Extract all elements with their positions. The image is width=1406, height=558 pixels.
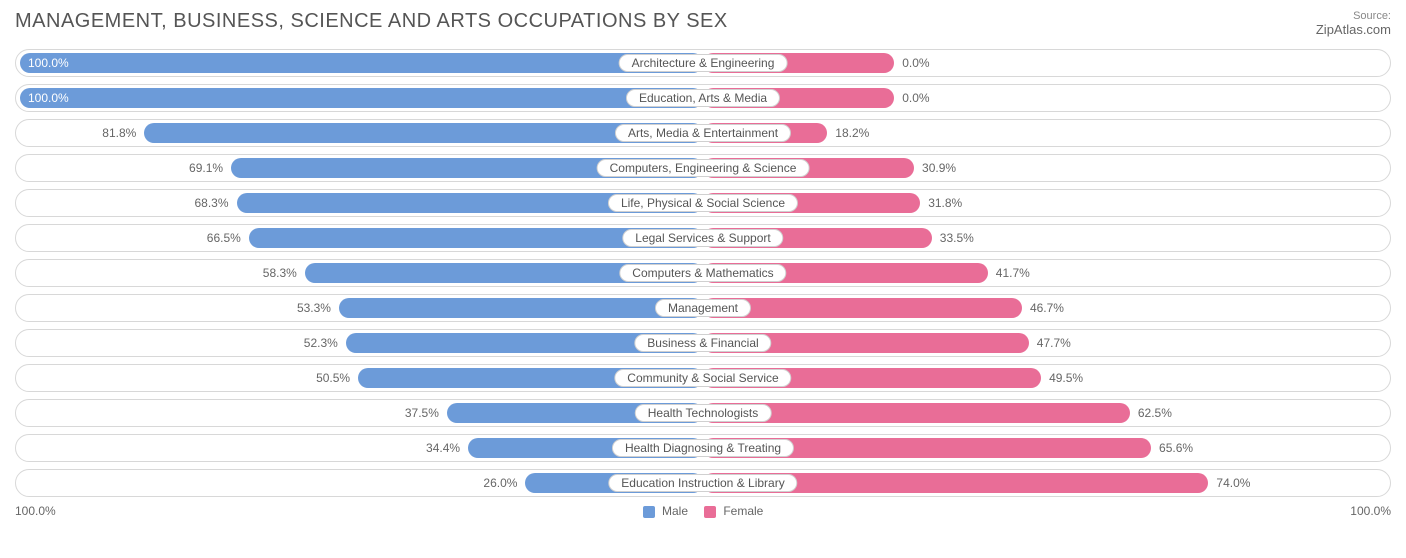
female-value: 18.2% [835,126,869,140]
chart-row: 53.3% 46.7% Management [15,294,1391,322]
female-value: 30.9% [922,161,956,175]
female-value: 0.0% [902,91,929,105]
legend-male: Male [643,504,688,518]
swatch-male [643,506,655,518]
female-value: 0.0% [902,56,929,70]
female-value: 65.6% [1159,441,1193,455]
male-value: 37.5% [405,406,439,420]
swatch-female [704,506,716,518]
chart-row: 81.8% 18.2% Arts, Media & Entertainment [15,119,1391,147]
male-value: 34.4% [426,441,460,455]
category-pill: Computers & Mathematics [619,264,786,282]
chart-header: MANAGEMENT, BUSINESS, SCIENCE AND ARTS O… [15,10,1391,37]
chart-title: MANAGEMENT, BUSINESS, SCIENCE AND ARTS O… [15,10,728,33]
chart-row: 100.0% 0.0% Architecture & Engineering [15,49,1391,77]
male-value: 58.3% [263,266,297,280]
legend-female: Female [704,504,763,518]
category-pill: Computers, Engineering & Science [597,159,810,177]
chart-row: 100.0% 0.0% Education, Arts & Media [15,84,1391,112]
male-bar [20,88,703,108]
male-value: 66.5% [207,231,241,245]
chart-row: 69.1% 30.9% Computers, Engineering & Scien… [15,154,1391,182]
male-value: 100.0% [28,91,69,105]
source-attribution: Source: ZipAtlas.com [1316,10,1391,37]
male-value: 26.0% [483,476,517,490]
category-pill: Legal Services & Support [622,229,783,247]
female-value: 49.5% [1049,371,1083,385]
chart-footer: 100.0% Male Female 100.0% [15,504,1391,518]
category-pill: Community & Social Service [614,369,791,387]
legend-male-label: Male [662,504,688,518]
female-value: 47.7% [1037,336,1071,350]
female-value: 62.5% [1138,406,1172,420]
category-pill: Health Diagnosing & Treating [612,439,794,457]
female-value: 74.0% [1216,476,1250,490]
male-value: 53.3% [297,301,331,315]
category-pill: Arts, Media & Entertainment [615,124,791,142]
male-value: 69.1% [189,161,223,175]
category-pill: Management [655,299,751,317]
legend: Male Female [643,504,764,518]
category-pill: Education, Arts & Media [626,89,780,107]
legend-female-label: Female [723,504,763,518]
male-bar [339,298,703,318]
chart-row: 50.5% 49.5% Community & Social Service [15,364,1391,392]
source-name: ZipAtlas.com [1316,22,1391,37]
diverging-bar-chart: 100.0%0.0%Architecture & Engineering100.… [15,49,1391,497]
male-value: 100.0% [28,56,69,70]
male-value: 81.8% [102,126,136,140]
category-pill: Life, Physical & Social Science [608,194,798,212]
category-pill: Business & Financial [634,334,771,352]
male-value: 68.3% [194,196,228,210]
male-value: 52.3% [304,336,338,350]
category-pill: Architecture & Engineering [619,54,788,72]
axis-left-label: 100.0% [15,504,56,518]
chart-row: 66.5% 33.5% Legal Services & Support [15,224,1391,252]
category-pill: Health Technologists [635,404,772,422]
female-value: 31.8% [928,196,962,210]
male-bar [20,53,703,73]
category-pill: Education Instruction & Library [608,474,797,492]
chart-row: 68.3% 31.8% Life, Physical & Social Scienc… [15,189,1391,217]
chart-row: 52.3% 47.7% Business & Financial [15,329,1391,357]
source-label: Source: [1353,10,1391,22]
female-value: 46.7% [1030,301,1064,315]
female-value: 33.5% [940,231,974,245]
axis-right-label: 100.0% [1350,504,1391,518]
male-value: 50.5% [316,371,350,385]
female-value: 41.7% [996,266,1030,280]
chart-row: 34.4% 65.6% Health Diagnosing & Treating [15,434,1391,462]
chart-row: 26.0% 74.0% Education Instruction & Librar… [15,469,1391,497]
chart-row: 37.5% 62.5% Health Technologists [15,399,1391,427]
chart-row: 58.3% 41.7% Computers & Mathematics [15,259,1391,287]
